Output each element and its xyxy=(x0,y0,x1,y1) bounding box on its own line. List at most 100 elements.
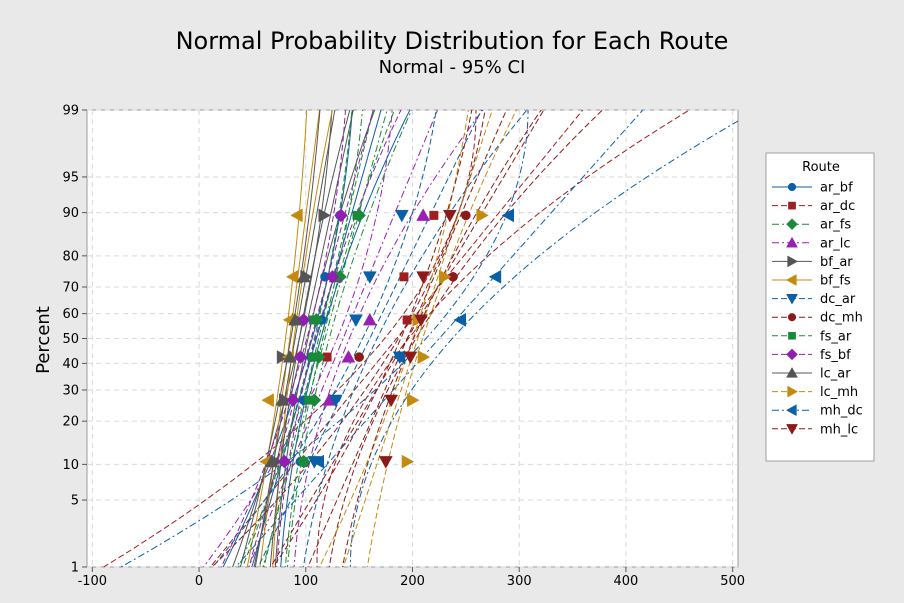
point-bf_fs xyxy=(261,393,274,408)
legend-label: mh_lc xyxy=(820,422,858,437)
point-lc_ar xyxy=(288,312,303,326)
legend-marker xyxy=(788,201,796,210)
y-tick-label: 99 xyxy=(62,104,79,119)
legend-marker xyxy=(787,313,797,322)
legend-item-fs_ar: fs_ar xyxy=(772,329,852,344)
legend: Route ar_bf ar_dc ar_fs ar_lc bf_ar bf_fs dc_a… xyxy=(765,152,875,462)
point-dc_ar xyxy=(328,394,343,408)
ci-upper-ar_dc xyxy=(316,110,691,567)
legend-label: fs_bf xyxy=(820,348,851,363)
ci-lower-ar_bf xyxy=(222,110,353,567)
legend-marker xyxy=(785,274,797,286)
chart-subtitle: Normal - 95% CI xyxy=(379,57,526,78)
x-tick-label: 300 xyxy=(507,574,532,589)
legend-label: dc_ar xyxy=(820,292,856,307)
y-tick-label: 95 xyxy=(62,170,79,185)
legend-label: bf_ar xyxy=(820,255,853,270)
legend-item-fs_bf: fs_bf xyxy=(772,348,851,363)
y-tick-label: 1 xyxy=(71,561,79,576)
point-fs_ar xyxy=(304,395,314,405)
ci-lower-mh_dc xyxy=(119,110,529,567)
y-tick-label: 70 xyxy=(62,280,79,295)
point-ar_dc xyxy=(429,210,439,220)
y-axis-title: Percent xyxy=(33,306,54,374)
fit-lines xyxy=(102,110,738,567)
ci-upper-mh_dc xyxy=(349,120,738,567)
point-ar_dc xyxy=(399,272,409,282)
point-fs_bf xyxy=(286,393,300,408)
x-tick-label: -100 xyxy=(78,574,108,589)
legend-marker xyxy=(786,348,798,361)
ci-upper-dc_mh xyxy=(328,110,604,567)
fit-line-fs_ar xyxy=(263,110,374,567)
ci-lower-bf_fs xyxy=(246,110,308,567)
legend-marker xyxy=(786,366,798,378)
legend-marker xyxy=(786,424,798,435)
ci-lower-ar_dc xyxy=(102,110,477,567)
point-mh_lc xyxy=(442,209,457,223)
y-tick-label: 30 xyxy=(62,384,79,399)
axes: -100 0 100 200 300 400 500 1 5 10 20 30 40 50 60 70 80 90… xyxy=(62,104,745,590)
point-mh_lc xyxy=(416,271,431,284)
data-points xyxy=(259,208,514,469)
legend-label: lc_mh xyxy=(820,385,858,400)
fit-line-lc_ar xyxy=(254,110,336,567)
legend-item-ar_fs: ar_fs xyxy=(772,218,851,233)
y-tick-label: 80 xyxy=(62,249,79,264)
point-lc_mh xyxy=(407,393,420,408)
ci-lower-fs_ar xyxy=(242,110,353,567)
y-tick-label: 60 xyxy=(62,307,79,322)
fit-line-mh_lc xyxy=(307,110,508,567)
legend-marker xyxy=(788,331,796,340)
legend-label: ar_dc xyxy=(820,199,855,214)
point-dc_ar xyxy=(394,209,409,223)
point-lc_mh xyxy=(439,269,452,284)
ci-upper-fs_ar xyxy=(284,110,396,567)
legend-marker xyxy=(787,182,797,192)
ci-upper-ar_lc xyxy=(293,110,484,567)
ci-upper-ar_bf xyxy=(280,110,411,567)
ci-lower-fs_bf xyxy=(220,110,346,567)
legend-marker xyxy=(785,404,797,417)
point-ar_lc xyxy=(341,350,356,363)
ci-lower-lc_ar xyxy=(239,110,321,567)
point-lc_mh xyxy=(476,208,489,223)
point-mh_lc xyxy=(378,456,393,469)
y-tick-label: 10 xyxy=(62,458,79,473)
point-fs_ar xyxy=(299,457,309,467)
legend-label: dc_mh xyxy=(820,311,863,326)
y-tick-label: 50 xyxy=(62,332,79,347)
legend-item-bf_fs: bf_fs xyxy=(772,274,851,289)
ci-upper-dc_ar xyxy=(302,110,528,567)
legend-marker xyxy=(786,218,798,231)
legend-label: ar_bf xyxy=(820,181,853,196)
ci-lower-dc_ar xyxy=(212,110,437,567)
point-fs_bf xyxy=(334,208,348,223)
point-mh_lc xyxy=(384,394,399,408)
chart-title: Normal Probability Distribution for Each… xyxy=(176,27,729,55)
legend-label: ar_fs xyxy=(820,218,851,233)
point-lc_mh xyxy=(401,454,415,469)
point-lc_mh xyxy=(417,350,431,365)
legend-label: lc_ar xyxy=(820,367,851,382)
point-fs_bf xyxy=(325,269,340,284)
x-tick-label: 100 xyxy=(293,574,318,589)
fit-line-ar_bf xyxy=(251,110,382,567)
fit-line-dc_ar xyxy=(257,110,483,567)
legend-item-lc_ar: lc_ar xyxy=(772,367,851,382)
legend-item-bf_ar: bf_ar xyxy=(772,255,853,270)
ci-lower-ar_lc xyxy=(202,110,393,567)
legend-label: mh_dc xyxy=(820,404,863,419)
legend-label: ar_lc xyxy=(820,236,851,251)
point-mh_dc xyxy=(501,208,514,223)
point-bf_ar xyxy=(318,208,331,223)
y-tick-label: 5 xyxy=(71,494,79,509)
legend-marker xyxy=(786,293,798,305)
legend-item-dc_ar: dc_ar xyxy=(772,292,856,307)
legend-label: fs_ar xyxy=(820,329,852,344)
ci-lower-ar_fs xyxy=(237,110,364,567)
y-tick-label: 40 xyxy=(62,357,79,372)
point-fs_ar xyxy=(352,210,362,220)
legend-item-ar_bf: ar_bf xyxy=(772,181,853,196)
